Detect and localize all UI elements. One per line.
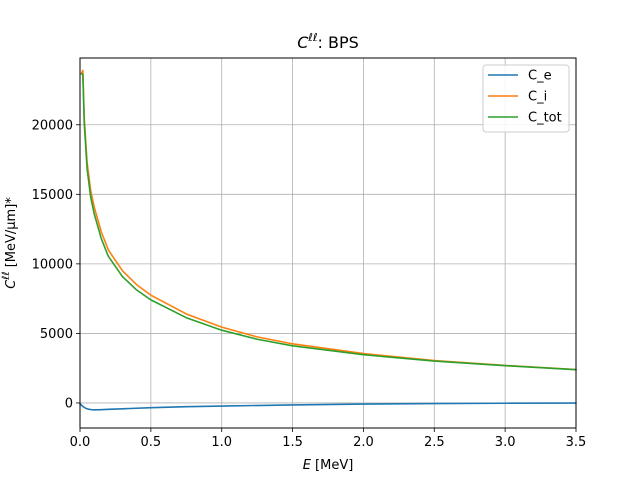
plot-frame	[79, 57, 577, 429]
y-tick-label: 10000	[32, 257, 73, 272]
y-tick-label: 20000	[32, 118, 73, 133]
series-lines	[79, 69, 577, 411]
series-line-c-tot	[80, 73, 577, 371]
x-tick-label: 0.0	[70, 435, 91, 450]
chart-title: Cℓℓ: BPS	[297, 31, 359, 52]
x-tick-label: 0.5	[141, 435, 162, 450]
x-axis-label: E [MeV]	[303, 458, 354, 473]
legend-box	[482, 64, 570, 133]
axis-ticks: 0.0 0.5 1.0 1.5 2.0 2.5 3.0 3.5 0 5000 10000 15000 2…	[32, 118, 587, 450]
x-tick-label: 1.5	[282, 435, 303, 450]
legend-label-c-i: C_i	[528, 90, 547, 105]
x-tick-label: 2.0	[353, 435, 374, 450]
y-tick-label: 0	[65, 396, 73, 411]
y-tick-label: 15000	[32, 188, 73, 203]
x-tick-label: 3.5	[566, 435, 587, 450]
y-tick-label: 5000	[40, 327, 73, 342]
x-tick-label: 1.0	[211, 435, 232, 450]
x-tick-label: 2.5	[424, 435, 445, 450]
legend-label-c-e: C_e	[528, 69, 552, 84]
x-tick-label: 3.0	[495, 435, 516, 450]
legend-label-c-tot: C_tot	[528, 111, 562, 126]
series-line-c-e	[79, 402, 577, 411]
y-axis-label: Cℓℓ [MeV/μm]*	[1, 197, 19, 289]
legend: C_e C_i C_tot	[482, 64, 570, 133]
